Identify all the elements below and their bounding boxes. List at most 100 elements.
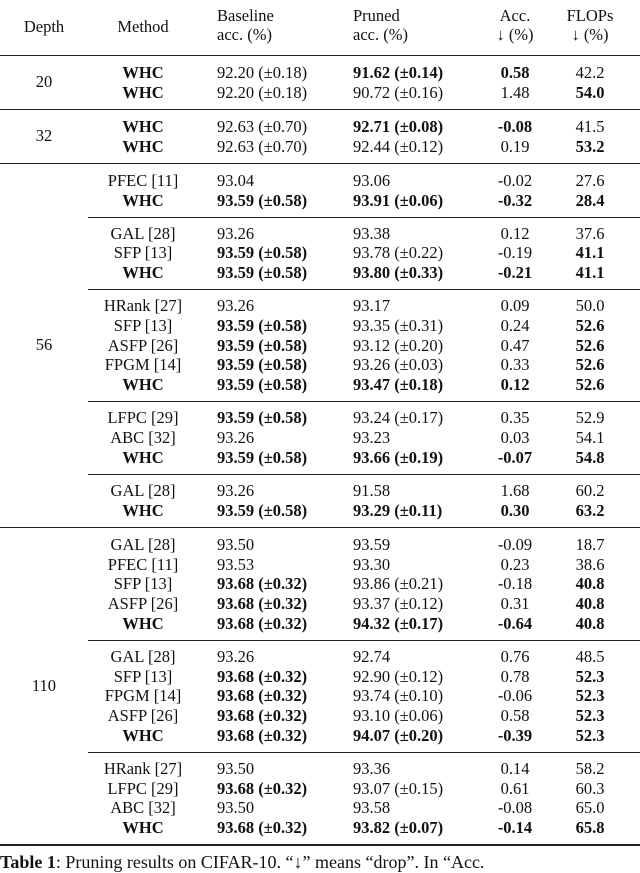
table-cell: 0.31 bbox=[500, 593, 530, 613]
table-cell: 93.26 bbox=[217, 296, 255, 316]
table-cell: 93.58 bbox=[353, 798, 391, 818]
table-cell: 92.20 (±0.18) bbox=[217, 82, 308, 102]
group-rule bbox=[0, 526, 640, 528]
table-cell: FPGM [14] bbox=[104, 686, 182, 706]
table-cell: 93.26 (±0.03) bbox=[353, 355, 444, 375]
table-cell: 93.59 (±0.58) bbox=[217, 316, 308, 335]
table-cell: -0.07 bbox=[497, 447, 533, 467]
table-cell: -0.19 bbox=[497, 243, 533, 263]
table-cell: 92.63 (±0.70) bbox=[217, 116, 308, 136]
table-cell: 0.58 bbox=[500, 63, 530, 82]
table-cell: 52.3 bbox=[575, 666, 605, 686]
table-cell: WHC bbox=[122, 375, 164, 395]
table-cell: 93.47 (±0.18) bbox=[353, 375, 444, 395]
table-cell: 93.68 (±0.32) bbox=[217, 593, 308, 613]
depth-cell: 20 bbox=[35, 72, 53, 92]
table-cell: 65.8 bbox=[575, 817, 605, 837]
table-cell: 0.35 bbox=[500, 408, 530, 428]
table-cell: 93.68 (±0.32) bbox=[217, 686, 308, 706]
table-cell: SFP [13] bbox=[113, 316, 173, 335]
header-cell: Acc. bbox=[499, 6, 531, 25]
block-rule bbox=[88, 473, 640, 475]
table-cell: WHC bbox=[122, 263, 164, 283]
table-cell: 54.0 bbox=[575, 82, 605, 102]
table-cell: 93.91 (±0.06) bbox=[353, 190, 444, 210]
table-cell: GAL [28] bbox=[110, 534, 176, 554]
table-cell: 53.2 bbox=[575, 136, 605, 156]
header-rule bbox=[0, 55, 640, 56]
table-cell: 0.61 bbox=[500, 778, 530, 798]
table-cell: 93.26 bbox=[217, 646, 255, 666]
table-cell: 1.68 bbox=[500, 480, 530, 500]
depth-cell: 110 bbox=[31, 675, 57, 695]
table-cell: 93.59 (±0.58) bbox=[217, 500, 308, 520]
table-cell: 0.58 bbox=[500, 705, 530, 725]
table-cell: WHC bbox=[122, 500, 164, 520]
table-cell: 93.35 (±0.31) bbox=[353, 316, 444, 335]
table-cell: ABC [32] bbox=[110, 798, 176, 818]
header-cell: acc. (%) bbox=[353, 25, 408, 44]
table-cell: 93.59 (±0.58) bbox=[217, 335, 308, 355]
table-cell: 52.6 bbox=[575, 355, 605, 375]
table-cell: WHC bbox=[122, 447, 164, 467]
caption-label: Table 1 bbox=[0, 852, 56, 873]
block-rule bbox=[88, 289, 640, 291]
table-cell: SFP [13] bbox=[113, 574, 173, 594]
table-cell: 1.48 bbox=[500, 82, 530, 102]
table-cell: 27.6 bbox=[575, 170, 605, 190]
table-cell: 52.3 bbox=[575, 686, 605, 706]
table-cell: 52.6 bbox=[575, 375, 605, 395]
table-cell: 94.07 (±0.20) bbox=[353, 725, 444, 745]
table-cell: -0.08 bbox=[497, 116, 533, 136]
table-cell: 93.68 (±0.32) bbox=[217, 778, 308, 798]
header-cell: Depth bbox=[23, 17, 65, 36]
table-cell: 92.71 (±0.08) bbox=[353, 116, 444, 136]
table-cell: HRank [27] bbox=[103, 296, 183, 316]
table-cell: 52.9 bbox=[575, 408, 605, 428]
table-cell: 0.23 bbox=[500, 554, 530, 574]
table-cell: 93.17 bbox=[353, 296, 391, 316]
table-cell: 42.2 bbox=[575, 63, 605, 82]
table-cell: 93.07 (±0.15) bbox=[353, 778, 444, 798]
table-cell: WHC bbox=[122, 190, 164, 210]
caption: Table 1: Pruning results on CIFAR-10. “↓… bbox=[0, 853, 484, 872]
table-cell: 93.53 bbox=[217, 554, 255, 574]
table-cell: 93.74 (±0.10) bbox=[353, 686, 444, 706]
table-cell: 93.68 (±0.32) bbox=[217, 817, 308, 837]
block-rule bbox=[88, 639, 640, 641]
table-cell: 93.68 (±0.32) bbox=[217, 705, 308, 725]
table-cell: 58.2 bbox=[575, 758, 605, 778]
table-cell: 50.0 bbox=[575, 296, 605, 316]
header-cell: Method bbox=[117, 17, 169, 36]
table-cell: SFP [13] bbox=[113, 666, 173, 686]
table-cell: 93.50 bbox=[217, 534, 255, 554]
table-cell: 93.04 bbox=[217, 170, 255, 190]
table-cell: 0.24 bbox=[500, 316, 530, 335]
table-cell: 54.1 bbox=[575, 428, 605, 447]
table-cell: 93.80 (±0.33) bbox=[353, 263, 444, 283]
table-cell: 93.59 (±0.58) bbox=[217, 263, 308, 283]
table-cell: GAL [28] bbox=[110, 223, 176, 243]
table-cell: 93.30 bbox=[353, 554, 391, 574]
table-cell: 28.4 bbox=[575, 190, 605, 210]
table-cell: 40.8 bbox=[575, 574, 605, 594]
table-cell: 92.74 bbox=[353, 646, 391, 666]
group-rule bbox=[0, 844, 640, 846]
table-cell: WHC bbox=[122, 817, 164, 837]
table-cell: -0.09 bbox=[497, 534, 533, 554]
table-cell: -0.39 bbox=[497, 725, 533, 745]
table-cell: 0.14 bbox=[500, 758, 530, 778]
table-cell: 93.36 bbox=[353, 758, 391, 778]
caption-text: : Pruning results on CIFAR-10. “↓” means… bbox=[55, 852, 485, 873]
table-cell: 40.8 bbox=[575, 593, 605, 613]
table-cell: -0.06 bbox=[497, 686, 533, 706]
table-cell: 93.59 (±0.58) bbox=[217, 375, 308, 395]
table-cell: 93.26 bbox=[217, 223, 255, 243]
table-cell: 93.66 (±0.19) bbox=[353, 447, 444, 467]
table-cell: 90.72 (±0.16) bbox=[353, 82, 444, 102]
table-cell: 93.12 (±0.20) bbox=[353, 335, 444, 355]
table-cell: -0.02 bbox=[497, 170, 533, 190]
table-cell: 54.8 bbox=[575, 447, 605, 467]
table-cell: FPGM [14] bbox=[104, 355, 182, 375]
